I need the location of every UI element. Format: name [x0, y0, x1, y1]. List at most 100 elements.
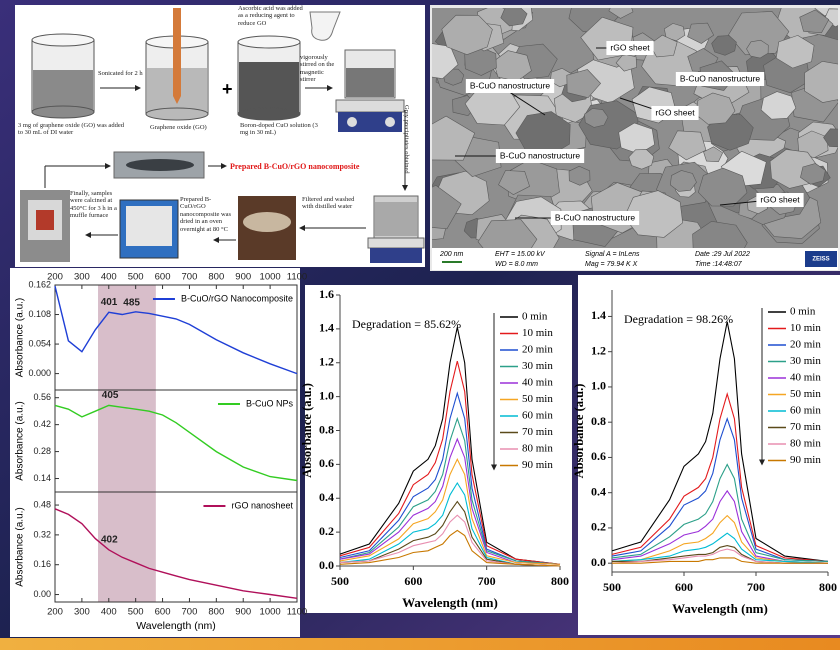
info-text: EHT = 15.00 kV: [495, 251, 546, 258]
legend-label: 10 min: [790, 322, 821, 334]
peak-label: 405: [102, 390, 119, 401]
furnace: [20, 190, 70, 262]
schematic-panel: 3 mg of graphene oxide (GO) was added to…: [15, 5, 425, 267]
step-text: Grey precipitates obtained: [403, 105, 410, 195]
peak-label: 485: [123, 297, 140, 308]
y-tick-label: 0.0: [591, 555, 606, 569]
peak-label: 402: [101, 535, 118, 546]
legend-label: B-CuO/rGO Nanocomposite: [181, 293, 293, 303]
legend-label: B-CuO NPs: [246, 398, 294, 408]
x-tick-label: 800: [819, 580, 837, 594]
legend-label: 40 min: [522, 377, 553, 389]
sem-label: B-CuO nanostructure: [555, 212, 636, 222]
legend-label: 70 min: [790, 421, 821, 433]
plus: +: [222, 79, 233, 99]
step-text: 3 mg of graphene oxide (GO) was added to…: [18, 122, 130, 137]
legend-label: 20 min: [790, 339, 821, 351]
legend-label: 10 min: [522, 327, 553, 339]
sem-label: B-CuO nanostructure: [470, 80, 551, 90]
info-text: WD = 8.0 mm: [495, 261, 538, 268]
figure: 3 mg of graphene oxide (GO) was added to…: [0, 0, 840, 650]
x-tick-label: 600: [155, 272, 171, 283]
beaker: [238, 36, 300, 120]
y-axis-label: Absorbance (a.u.): [15, 401, 26, 481]
y-tick-label: 0.42: [33, 419, 51, 429]
x-tick-label: 800: [551, 574, 569, 588]
x-tick-label: 700: [478, 574, 496, 588]
legend-label: 90 min: [790, 454, 821, 466]
y-axis-label: Absorbance (a.u.): [300, 383, 314, 478]
y-tick-label: 0.6: [319, 456, 334, 470]
x-tick-label: 500: [331, 574, 349, 588]
legend-label: 60 min: [522, 410, 553, 422]
step-text: Graphene oxide (GO): [150, 124, 220, 131]
y-tick-label: 0.8: [319, 422, 334, 436]
x-tick-label: 700: [747, 580, 765, 594]
y-tick-label: 1.2: [591, 343, 606, 357]
scale-label: 200 nm: [439, 251, 464, 258]
legend-label: 80 min: [522, 443, 553, 455]
x-tick-label: 500: [128, 607, 144, 618]
legend-label: 0 min: [522, 311, 548, 323]
sem-image: rGO sheet B-CuO nanostructure B-CuO nanost…: [406, 0, 840, 266]
x-tick-label: 200: [47, 607, 63, 618]
highlight-band: [98, 285, 156, 602]
legend-label: 60 min: [790, 405, 821, 417]
bottom-strip: [0, 638, 840, 650]
step-text: vigorously stirred on the magnetic stirr…: [300, 54, 340, 84]
chart-title: Degradation = 98.26%: [624, 312, 733, 326]
sem-label: rGO sheet: [610, 42, 650, 52]
y-tick-label: 0.000: [28, 368, 51, 378]
legend-label: rGO nanosheet: [231, 500, 293, 510]
x-tick-label: 400: [101, 272, 117, 283]
x-tick-label: 700: [182, 272, 198, 283]
x-tick-label: 1000: [260, 272, 281, 283]
x-tick-label: 1100: [287, 607, 307, 618]
legend-label: 50 min: [790, 388, 821, 400]
beaker: [32, 34, 94, 118]
legend-label: 50 min: [522, 393, 553, 405]
legend-label: 0 min: [790, 306, 816, 318]
y-tick-label: 0.4: [319, 490, 334, 504]
legend-label: 30 min: [790, 355, 821, 367]
y-tick-label: 0.4: [591, 484, 606, 498]
x-axis-label: Wavelength (nm): [136, 620, 216, 632]
y-tick-label: 1.6: [319, 287, 334, 301]
step-text: Ascorbic acid was added as a reducing ag…: [238, 5, 308, 27]
legend-label: 90 min: [522, 459, 553, 471]
info-text: Mag = 79.94 K X: [585, 261, 638, 268]
oven: [120, 200, 178, 258]
x-tick-label: 400: [101, 607, 117, 618]
y-tick-label: 0.162: [28, 279, 51, 289]
stirrer: [368, 196, 424, 263]
y-tick-label: 0.8: [591, 414, 606, 428]
legend-label: 20 min: [522, 344, 553, 356]
y-tick-label: 0.56: [33, 392, 51, 402]
info-text: Signal A = InLens: [585, 251, 640, 258]
y-tick-label: 0.108: [28, 309, 51, 319]
x-tick-label: 800: [208, 607, 224, 618]
sample-photo: [126, 159, 194, 171]
sem-label: B-CuO nanostructure: [680, 73, 761, 83]
x-tick-label: 500: [603, 580, 621, 594]
y-tick-label: 0.0: [319, 558, 334, 572]
y-axis-label: Absorbance (a.u.): [572, 384, 586, 479]
step-text: Finally, samples were calcined at 450°C …: [70, 190, 122, 220]
legend-label: 40 min: [790, 372, 821, 384]
x-axis-label: Wavelength (nm): [672, 601, 768, 616]
y-tick-label: 1.4: [319, 321, 334, 335]
x-tick-label: 600: [404, 574, 422, 588]
chart-title: Degradation = 85.62%: [352, 317, 461, 331]
x-tick-label: 500: [128, 272, 144, 283]
y-axis-label: Absorbance (a.u.): [15, 298, 26, 378]
x-tick-label: 1100: [287, 272, 307, 283]
x-tick-label: 900: [235, 272, 251, 283]
info-text: Time :14:48:07: [695, 261, 743, 268]
y-tick-label: 0.48: [33, 499, 51, 509]
x-tick-label: 300: [74, 607, 90, 618]
x-tick-label: 800: [208, 272, 224, 283]
sem-label: rGO sheet: [655, 107, 695, 117]
y-tick-label: 0.2: [319, 524, 334, 538]
y-tick-label: 0.2: [591, 520, 606, 534]
y-tick-label: 1.0: [319, 388, 334, 402]
